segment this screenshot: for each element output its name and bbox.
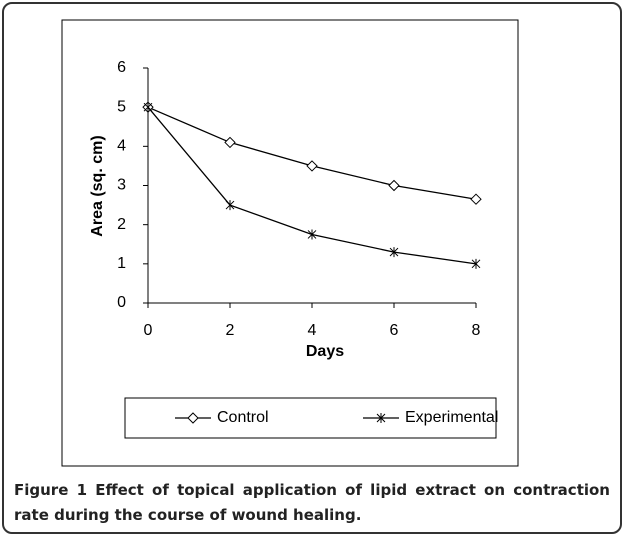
marker-diamond <box>224 136 236 149</box>
caption-text: Effect of topical application of lipid e… <box>14 481 610 524</box>
x-tick-label: 6 <box>390 322 399 339</box>
marker-asterisk <box>389 247 399 258</box>
y-axis-label: Area (sq. cm) <box>89 135 106 236</box>
marker-asterisk <box>376 413 386 423</box>
x-tick-label: 0 <box>144 322 153 339</box>
caption: Figure 1 Effect of topical application o… <box>14 478 610 528</box>
y-tick-label: 3 <box>117 177 126 194</box>
x-tick-label: 4 <box>308 322 317 339</box>
marker-asterisk <box>225 200 235 211</box>
marker-diamond <box>470 193 482 205</box>
legend-label: Experimental <box>405 409 498 426</box>
marker-asterisk <box>307 229 317 240</box>
y-tick-label: 6 <box>117 59 126 76</box>
marker-asterisk <box>471 258 481 269</box>
y-tick-label: 0 <box>117 294 126 311</box>
y-tick-label: 4 <box>117 138 126 155</box>
legend-label: Control <box>217 409 269 426</box>
marker-diamond <box>187 412 199 424</box>
x-tick-label: 8 <box>472 322 481 339</box>
chart-border <box>61 19 519 467</box>
marker-diamond <box>388 179 400 192</box>
marker-diamond <box>306 160 318 172</box>
y-tick-label: 1 <box>117 255 126 272</box>
x-tick-label: 2 <box>226 322 235 339</box>
x-axis-label: Days <box>306 343 344 360</box>
marker-asterisk <box>143 102 153 113</box>
caption-label: Figure 1 <box>14 481 88 499</box>
y-tick-label: 5 <box>117 98 126 115</box>
y-tick-label: 2 <box>117 216 126 233</box>
